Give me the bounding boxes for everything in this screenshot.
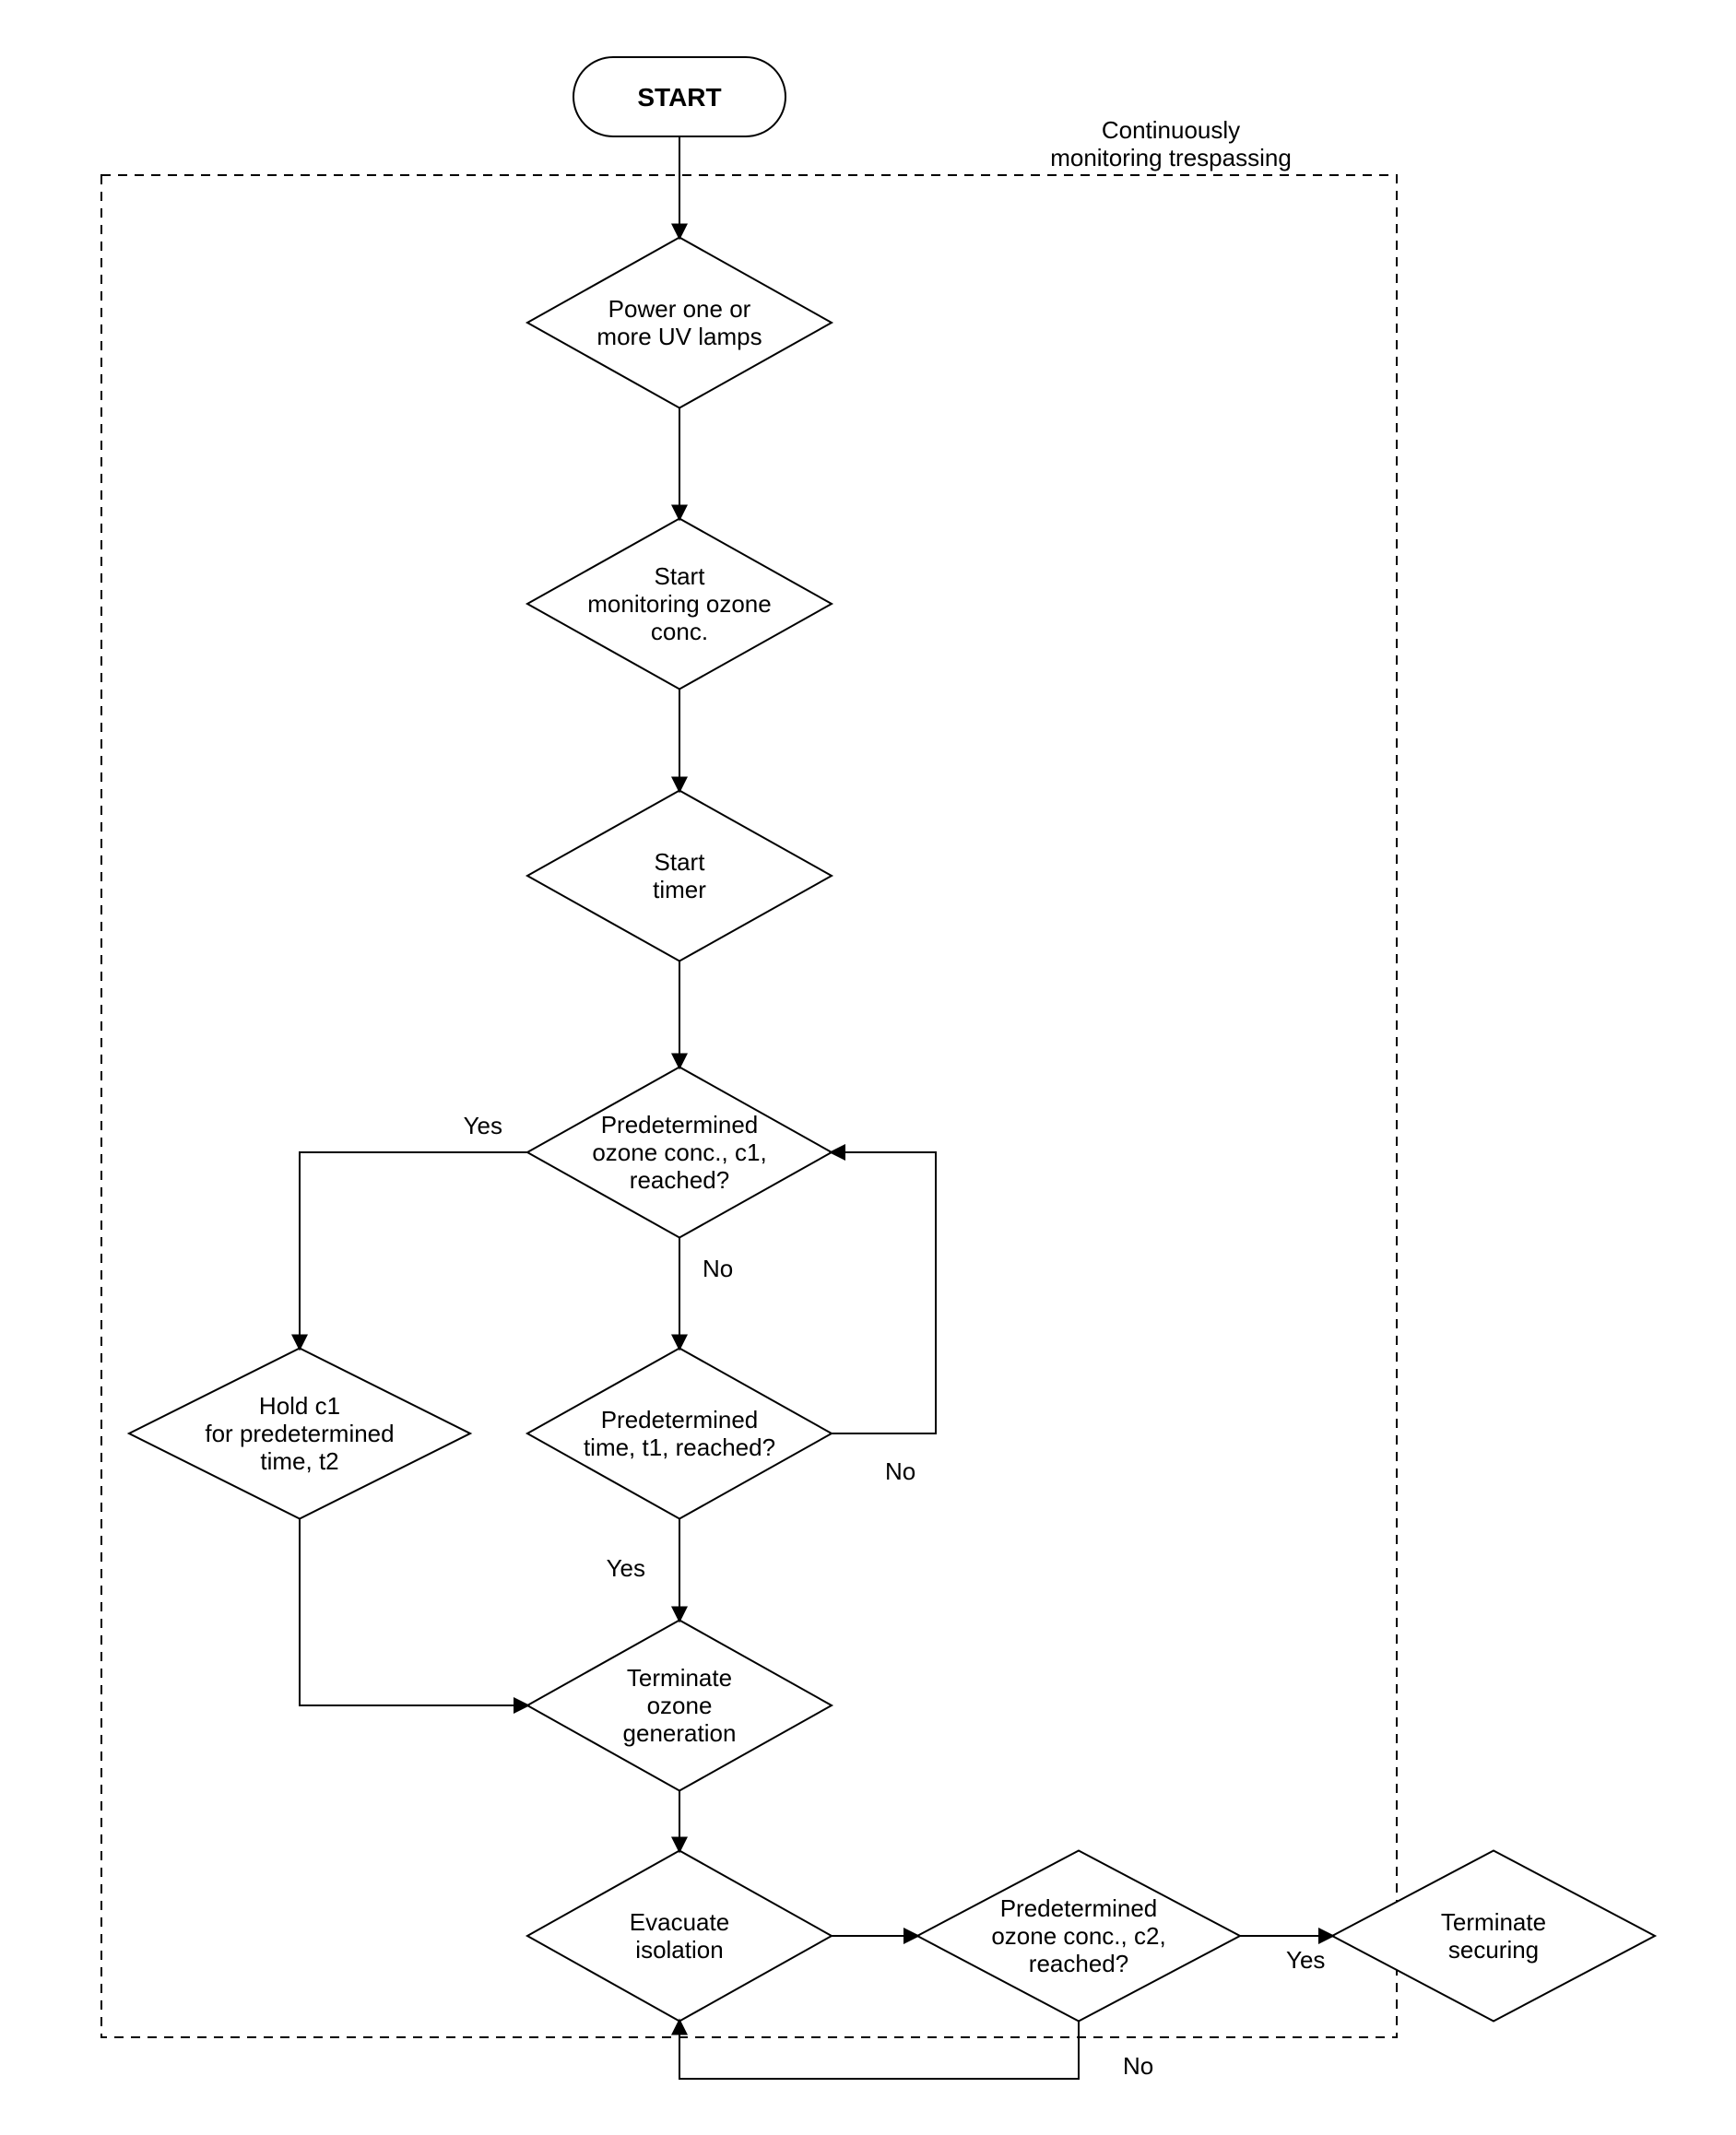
node-terminate_o3-line-2: generation — [623, 1719, 737, 1747]
node-c1-line-0: Predetermined — [601, 1111, 759, 1138]
node-power: Power one ormore UV lamps — [527, 238, 832, 408]
node-timer-line-1: timer — [653, 876, 706, 903]
node-terminate_o3-line-1: ozone — [647, 1692, 713, 1719]
node-c1-line-1: ozone conc., c1, — [592, 1138, 766, 1166]
node-power-line-0: Power one or — [608, 295, 751, 323]
label-c1-no: No — [703, 1255, 733, 1282]
node-timer: Starttimer — [527, 791, 832, 961]
node-c2-line-0: Predetermined — [1000, 1894, 1158, 1922]
node-monitor: Startmonitoring ozoneconc. — [527, 519, 832, 690]
label-c1-yes: Yes — [464, 1112, 502, 1139]
node-c1: Predeterminedozone conc., c1,reached? — [527, 1068, 832, 1238]
node-timer-line-0: Start — [655, 848, 706, 876]
node-c2-line-1: ozone conc., c2, — [991, 1922, 1165, 1950]
e-t1-no-loop — [832, 1152, 936, 1433]
e-hold-term — [300, 1519, 527, 1706]
node-evacuate: Evacuateisolation — [527, 1851, 832, 2022]
node-terminate_o3: Terminateozonegeneration — [527, 1621, 832, 1791]
node-monitor-line-1: monitoring ozone — [587, 590, 771, 618]
edge-layer — [300, 136, 1332, 2079]
label-c2-no: No — [1123, 2052, 1153, 2080]
node-monitor-line-2: conc. — [651, 618, 708, 645]
node-power-line-1: more UV lamps — [596, 323, 762, 350]
label-c2-yes: Yes — [1286, 1946, 1325, 1974]
node-hold: Hold c1for predeterminedtime, t2 — [129, 1349, 470, 1519]
node-hold-line-0: Hold c1 — [259, 1392, 340, 1420]
node-monitor-line-0: Start — [655, 562, 706, 590]
node-terminate_o3-line-0: Terminate — [627, 1664, 732, 1692]
node-evacuate-line-0: Evacuate — [630, 1908, 729, 1936]
monitoring-box-title-1: Continuously — [1102, 116, 1240, 144]
node-t1-line-1: time, t1, reached? — [584, 1433, 775, 1461]
node-t1: Predeterminedtime, t1, reached? — [527, 1349, 832, 1519]
monitoring-box-title-2: monitoring trespassing — [1050, 144, 1292, 171]
e-c2-no-loop — [679, 2022, 1079, 2080]
node-start: START — [573, 57, 785, 136]
node-terminate_sec-line-1: securing — [1448, 1936, 1539, 1964]
node-c2: Predeterminedozone conc., c2,reached? — [917, 1851, 1240, 2022]
node-t1-line-0: Predetermined — [601, 1406, 759, 1433]
node-c2-line-2: reached? — [1029, 1950, 1128, 1977]
svg-text:START: START — [637, 83, 721, 112]
node-terminate_sec-line-0: Terminate — [1441, 1908, 1546, 1936]
node-c1-line-2: reached? — [630, 1166, 729, 1194]
node-hold-line-1: for predetermined — [205, 1420, 394, 1447]
label-t1-yes: Yes — [607, 1554, 645, 1582]
node-evacuate-line-1: isolation — [635, 1936, 723, 1964]
e-c1-yes-hold — [300, 1152, 527, 1349]
node-hold-line-2: time, t2 — [260, 1447, 338, 1475]
label-t1-no: No — [885, 1457, 915, 1485]
node-terminate_sec: Terminatesecuring — [1332, 1851, 1655, 2022]
